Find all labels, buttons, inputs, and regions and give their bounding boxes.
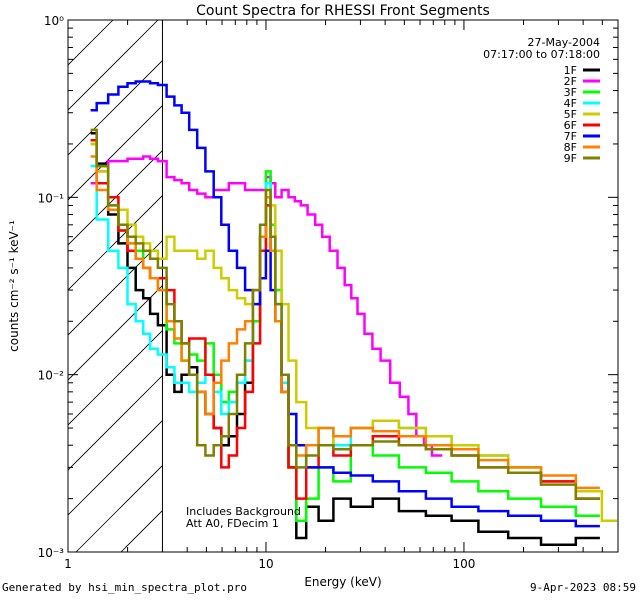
legend-label: 2F [564,75,577,88]
series-layer [90,80,618,546]
legend-label: 8F [564,141,577,154]
series-8F [90,155,600,490]
hatch-line [68,149,163,246]
x-tick-label: 100 [452,557,475,571]
legend-label: 5F [564,108,577,121]
hatch-line [120,509,163,552]
hatch-line [68,374,163,471]
annotation-background: Includes Background [186,505,301,518]
annotation-attenuator: Att A0, FDecim 1 [186,517,279,530]
legend-label: 6F [564,119,577,132]
hatch-line [68,59,163,156]
x-tick-label: 1 [64,557,72,571]
legend-label: 9F [564,152,577,165]
plot-frame [67,19,619,553]
hatch-line [68,194,163,291]
background-hatch-region [68,20,163,552]
legend-label: 1F [564,64,577,77]
footer-generator: Generated by hsi_min_spectra_plot.pro [2,581,248,594]
x-tick-label: 10 [258,557,273,571]
legend-label: 3F [564,86,577,99]
legend-label: 7F [564,130,577,143]
footer-timestamp: 9-Apr-2023 08:59 [530,581,636,594]
series-2F [90,155,443,457]
legend-label: 4F [564,97,577,110]
series-1F [90,131,600,546]
axes: 1 10 100 10⁰ 10⁻¹ 10⁻² 10⁻³ [38,14,619,571]
hatch-line [68,104,163,201]
series-9F [90,128,600,500]
series-5F [90,142,618,523]
time-range-label: 07:17:00 to 07:18:00 [483,48,600,61]
chart-title: Count Spectra for RHESSI Front Segments [196,3,490,19]
hatch-line [68,419,163,516]
x-axis-label: Energy (keV) [304,575,381,589]
date-label: 27-May-2004 [528,36,600,49]
y-tick-label: 10⁻³ [38,546,65,560]
hatch-line [68,239,163,336]
y-tick-label: 10⁻¹ [38,191,65,205]
hatch-line [68,329,163,426]
y-axis-label: counts cm⁻² s⁻¹ keV⁻¹ [7,220,21,352]
y-tick-label: 10⁰ [44,14,64,28]
hatch-line [68,284,163,381]
hatch-line [68,20,159,111]
y-tick-label: 10⁻² [38,369,65,383]
